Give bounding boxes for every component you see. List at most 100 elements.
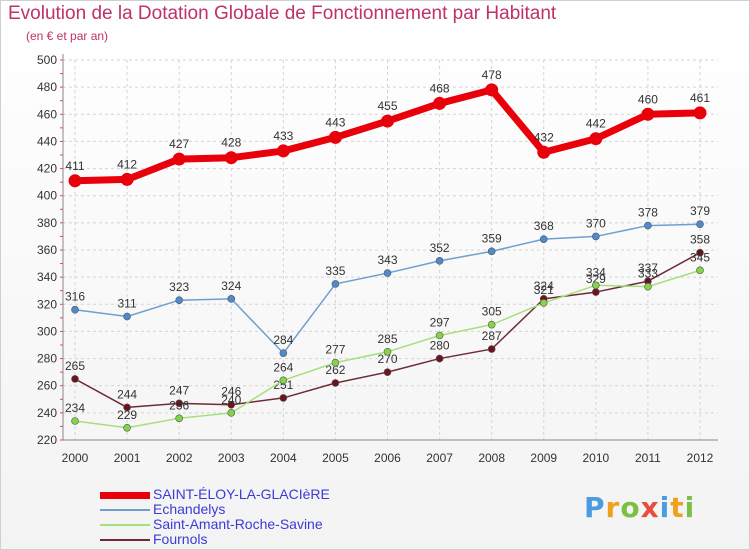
data-point xyxy=(433,96,447,110)
data-label: 285 xyxy=(377,332,397,346)
data-label: 305 xyxy=(482,305,502,319)
data-label: 246 xyxy=(221,385,241,399)
y-tick-label: 260 xyxy=(37,379,57,393)
data-label: 323 xyxy=(169,280,189,294)
data-point xyxy=(592,232,600,241)
legend-item-3: Fournols xyxy=(100,531,207,547)
data-point xyxy=(487,320,496,329)
data-point xyxy=(435,354,444,363)
data-point xyxy=(539,299,548,307)
data-point xyxy=(172,152,186,166)
data-point xyxy=(592,288,600,296)
x-tick-label: 2009 xyxy=(530,451,557,465)
data-label: 265 xyxy=(65,359,85,373)
data-label: 244 xyxy=(117,387,137,401)
y-tick-label: 400 xyxy=(37,189,57,203)
x-tick-label: 2011 xyxy=(635,451,661,465)
data-point xyxy=(693,106,707,120)
data-label: 478 xyxy=(482,68,502,82)
data-point xyxy=(227,400,236,409)
data-label: 359 xyxy=(482,231,502,245)
data-point xyxy=(696,248,704,257)
data-point xyxy=(537,145,551,159)
data-label: 270 xyxy=(377,352,397,366)
legend-swatch-0 xyxy=(100,491,150,499)
data-label: 329 xyxy=(586,272,606,286)
y-tick-label: 440 xyxy=(37,134,57,148)
legend-item-0: SAINT-ÉLOY-LA-GLACIèRE xyxy=(100,486,330,502)
data-label: 280 xyxy=(430,339,450,353)
logo-letter: i xyxy=(684,491,696,524)
data-label: 311 xyxy=(118,297,137,311)
y-tick-label: 280 xyxy=(37,352,57,366)
legend-swatch-2 xyxy=(100,524,150,527)
data-label: 284 xyxy=(273,333,293,347)
legend-swatch-1 xyxy=(100,509,150,512)
logo-letter: t xyxy=(670,491,685,524)
data-label: 262 xyxy=(325,363,345,377)
y-tick-label: 500 xyxy=(37,53,57,67)
y-tick-label: 420 xyxy=(37,162,57,176)
data-point xyxy=(383,269,392,277)
data-point xyxy=(279,376,288,385)
data-label: 229 xyxy=(117,408,137,422)
data-point xyxy=(696,266,704,275)
data-point xyxy=(435,331,444,340)
data-label: 240 xyxy=(221,393,241,407)
data-point xyxy=(383,368,392,376)
data-point xyxy=(71,305,79,314)
data-point xyxy=(175,296,183,305)
y-tick-label: 360 xyxy=(37,243,57,257)
data-point xyxy=(381,114,394,128)
x-tick-label: 2007 xyxy=(426,451,453,465)
data-point xyxy=(68,174,82,188)
data-point xyxy=(485,83,499,97)
data-label: 236 xyxy=(169,398,189,412)
data-point xyxy=(123,423,131,432)
data-label: 234 xyxy=(65,401,85,415)
chart-title: Evolution de la Dotation Globale de Fonc… xyxy=(8,3,557,24)
data-label: 316 xyxy=(65,290,85,304)
y-tick-label: 320 xyxy=(37,297,57,311)
data-point xyxy=(539,235,548,243)
data-label: 277 xyxy=(325,343,345,357)
data-point xyxy=(227,409,236,417)
data-point xyxy=(589,132,603,146)
data-label: 432 xyxy=(534,130,554,144)
y-tick-label: 220 xyxy=(37,433,57,447)
data-label: 461 xyxy=(690,91,710,105)
legend-swatch-3 xyxy=(100,539,150,542)
data-point xyxy=(644,221,652,230)
x-tick-label: 2003 xyxy=(218,451,245,465)
logo-letter: r xyxy=(605,491,621,524)
logo-letter: P xyxy=(584,491,606,524)
data-point xyxy=(328,130,342,144)
data-point xyxy=(696,220,704,229)
data-label: 468 xyxy=(430,81,450,95)
data-point xyxy=(487,345,496,353)
data-label: 368 xyxy=(534,219,554,233)
data-label: 321 xyxy=(534,283,554,297)
legend-label-2: Saint-Amant-Roche-Savine xyxy=(153,516,323,532)
data-label: 251 xyxy=(273,378,293,392)
data-point xyxy=(644,282,652,291)
legend-label-3: Fournols xyxy=(153,531,208,547)
x-tick-label: 2005 xyxy=(322,451,349,465)
data-label: 442 xyxy=(586,117,606,131)
x-tick-label: 2001 xyxy=(114,451,141,465)
data-point xyxy=(175,414,183,423)
y-tick-label: 240 xyxy=(37,406,57,420)
proxiti-logo: Proxiti xyxy=(584,491,695,524)
data-label: 370 xyxy=(586,216,606,230)
data-label: 247 xyxy=(169,383,189,397)
x-tick-label: 2002 xyxy=(166,451,193,465)
logo-letter: x xyxy=(640,491,660,524)
data-label: 334 xyxy=(586,265,606,279)
data-label: 411 xyxy=(65,159,84,173)
legend-item-2: Saint-Amant-Roche-Savine xyxy=(100,516,323,532)
data-point xyxy=(123,403,131,412)
data-point xyxy=(279,394,288,402)
data-point xyxy=(331,280,340,288)
data-label: 433 xyxy=(273,129,293,143)
y-tick-label: 480 xyxy=(37,80,57,94)
